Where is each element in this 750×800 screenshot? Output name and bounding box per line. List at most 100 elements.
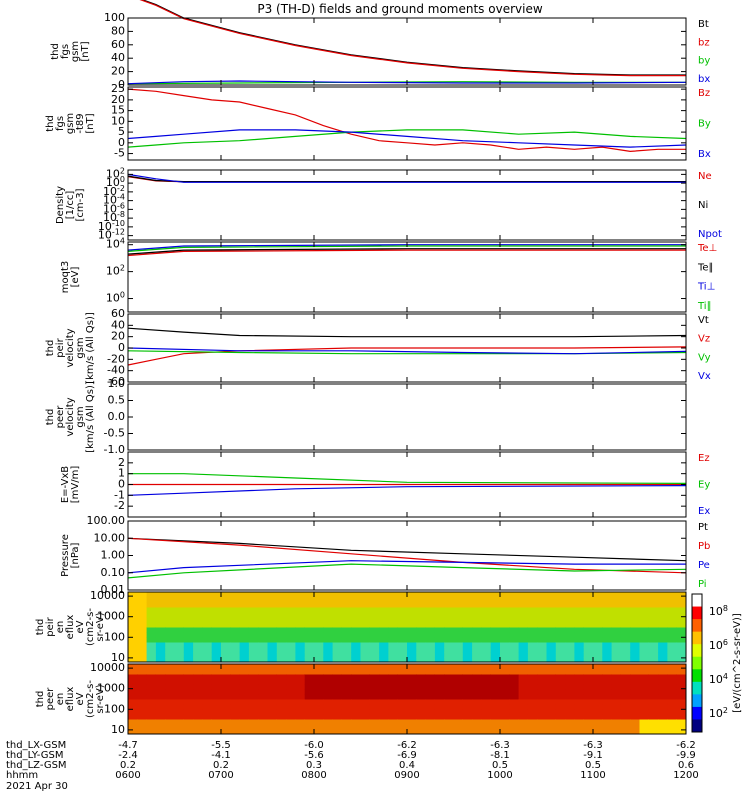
y-tick-label: 102 bbox=[106, 166, 125, 181]
spectrogram-cell bbox=[565, 637, 575, 643]
spectrogram-cell bbox=[434, 704, 445, 710]
spectrogram-cell bbox=[509, 597, 520, 603]
spectrogram-cell bbox=[230, 694, 241, 700]
spectrogram-cell bbox=[416, 592, 427, 598]
spectrogram-cell bbox=[369, 657, 380, 663]
spectrogram-cell bbox=[537, 657, 547, 663]
spectrogram-cell bbox=[388, 632, 399, 638]
spectrogram-cell bbox=[155, 617, 166, 623]
spectrogram-cell bbox=[295, 597, 306, 603]
spectrogram-cell bbox=[407, 602, 417, 608]
spectrogram-cell bbox=[555, 724, 566, 730]
spectrogram-cell bbox=[444, 684, 454, 690]
spectrogram-cell bbox=[221, 642, 231, 648]
spectrogram-cell bbox=[193, 684, 203, 690]
y-tick-label: 60 bbox=[111, 38, 125, 51]
spectrogram-cell bbox=[379, 657, 389, 663]
spectrogram-cell bbox=[500, 622, 510, 628]
spectrogram-cell bbox=[202, 652, 213, 658]
spectrogram-cell bbox=[211, 597, 222, 603]
spectrogram-cell bbox=[183, 652, 194, 658]
spectrogram-cell bbox=[248, 704, 259, 710]
spectrogram-cell bbox=[351, 592, 361, 598]
spectrogram-cell bbox=[155, 597, 166, 603]
spectrogram-cell bbox=[183, 602, 194, 608]
spectrogram-cell bbox=[667, 602, 678, 608]
spectrogram-cell bbox=[676, 637, 687, 643]
spectrogram-cell bbox=[183, 664, 194, 670]
spectrogram-cell bbox=[323, 714, 334, 720]
spectrogram-cell bbox=[583, 647, 594, 653]
x-row-value: -5.6 bbox=[304, 750, 324, 761]
spectrogram-cell bbox=[369, 632, 380, 638]
spectrogram-cell bbox=[230, 657, 241, 663]
x-row-value: 0.6 bbox=[678, 760, 694, 771]
spectrogram-cell bbox=[397, 652, 408, 658]
spectrogram-cell bbox=[407, 714, 417, 720]
spectrogram-cell bbox=[527, 602, 538, 608]
colorbar-segment bbox=[692, 619, 702, 633]
spectrogram-cell bbox=[128, 632, 138, 638]
spectrogram-cell bbox=[546, 632, 557, 638]
spectrogram-cell bbox=[425, 627, 436, 633]
spectrogram-cell bbox=[593, 637, 603, 643]
spectrogram-cell bbox=[155, 669, 166, 675]
spectrogram-cell bbox=[137, 602, 148, 608]
spectrogram-cell bbox=[137, 617, 148, 623]
spectrogram-cell bbox=[565, 709, 575, 715]
y-tick-label: 10-8 bbox=[103, 210, 125, 225]
spectrogram-cell bbox=[416, 724, 427, 730]
spectrogram-cell bbox=[565, 664, 575, 670]
series-line-green bbox=[127, 245, 686, 252]
spectrogram-cell bbox=[648, 699, 659, 705]
spectrogram-cell bbox=[221, 704, 231, 710]
spectrogram-cell bbox=[630, 607, 640, 613]
spectrogram-cell bbox=[555, 704, 566, 710]
spectrogram-cell bbox=[490, 664, 501, 670]
spectrogram-cell bbox=[276, 694, 287, 700]
spectrogram-cell bbox=[565, 729, 575, 735]
spectrogram-cell bbox=[639, 627, 650, 633]
spectrogram-cell bbox=[630, 669, 640, 675]
spectrogram-cell bbox=[239, 724, 250, 730]
spectrogram-cell bbox=[676, 704, 687, 710]
spectrogram-cell bbox=[165, 627, 175, 633]
x-row-value: 0.2 bbox=[120, 760, 136, 771]
spectrogram-cell bbox=[416, 719, 427, 725]
spectrogram-cell bbox=[676, 652, 687, 658]
spectrogram-cell bbox=[351, 674, 361, 680]
spectrogram-cell bbox=[444, 674, 454, 680]
spectrogram-cell bbox=[314, 632, 324, 638]
spectrogram-cell bbox=[602, 704, 613, 710]
spectrogram-cell bbox=[360, 709, 371, 715]
spectrogram-cell bbox=[239, 674, 250, 680]
spectrogram-cell bbox=[360, 689, 371, 695]
spectrogram-cell bbox=[183, 684, 194, 690]
spectrogram-cell bbox=[425, 694, 436, 700]
spectrogram-cell bbox=[518, 602, 529, 608]
spectrogram-cell bbox=[314, 684, 324, 690]
spectrogram-cell bbox=[248, 602, 259, 608]
spectrogram-cell bbox=[500, 709, 510, 715]
spectrogram-cell bbox=[137, 612, 148, 618]
spectrogram-cell bbox=[434, 607, 445, 613]
x-row-value: 0800 bbox=[301, 770, 326, 781]
spectrogram-cell bbox=[211, 714, 222, 720]
y-tick-label: -20 bbox=[107, 352, 125, 365]
spectrogram-cell bbox=[527, 647, 538, 653]
spectrogram-cell bbox=[397, 632, 408, 638]
legend-label: Ni bbox=[698, 200, 708, 211]
spectrogram-cell bbox=[323, 592, 334, 598]
spectrogram-cell bbox=[667, 627, 678, 633]
spectrogram-cell bbox=[239, 657, 250, 663]
spectrogram-cell bbox=[490, 622, 501, 628]
spectrogram-cell bbox=[295, 724, 306, 730]
spectrogram-cell bbox=[509, 664, 520, 670]
spectrogram-cell bbox=[434, 602, 445, 608]
spectrogram-cell bbox=[146, 622, 157, 628]
spectrogram-cell bbox=[565, 592, 575, 598]
spectrogram-cell bbox=[620, 652, 631, 658]
spectrogram-cell bbox=[314, 627, 324, 633]
y-tick-label: 1.00 bbox=[101, 549, 126, 562]
spectrogram-cell bbox=[351, 622, 361, 628]
